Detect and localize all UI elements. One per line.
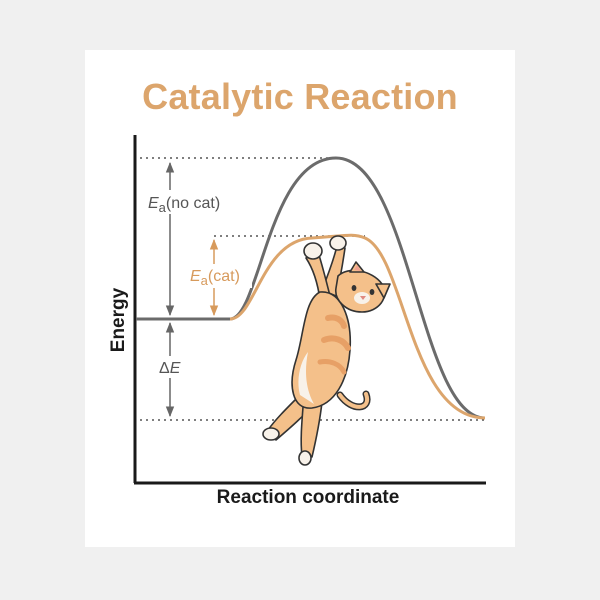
ea-no-cat-label: Ea(no cat)	[148, 195, 220, 215]
ea-cat-label: Ea(cat)	[190, 268, 240, 288]
delta-e-label: ΔE	[159, 360, 181, 377]
diagram-title: Catalytic Reaction	[142, 76, 458, 117]
y-axis-title: Energy	[108, 287, 129, 352]
print-background	[85, 50, 515, 547]
cat-hanging-icon	[262, 235, 391, 466]
uncatalyzed-curve	[136, 156, 486, 420]
catalyzed-curve	[229, 233, 486, 420]
x-axis-title: Reaction coordinate	[217, 487, 400, 508]
